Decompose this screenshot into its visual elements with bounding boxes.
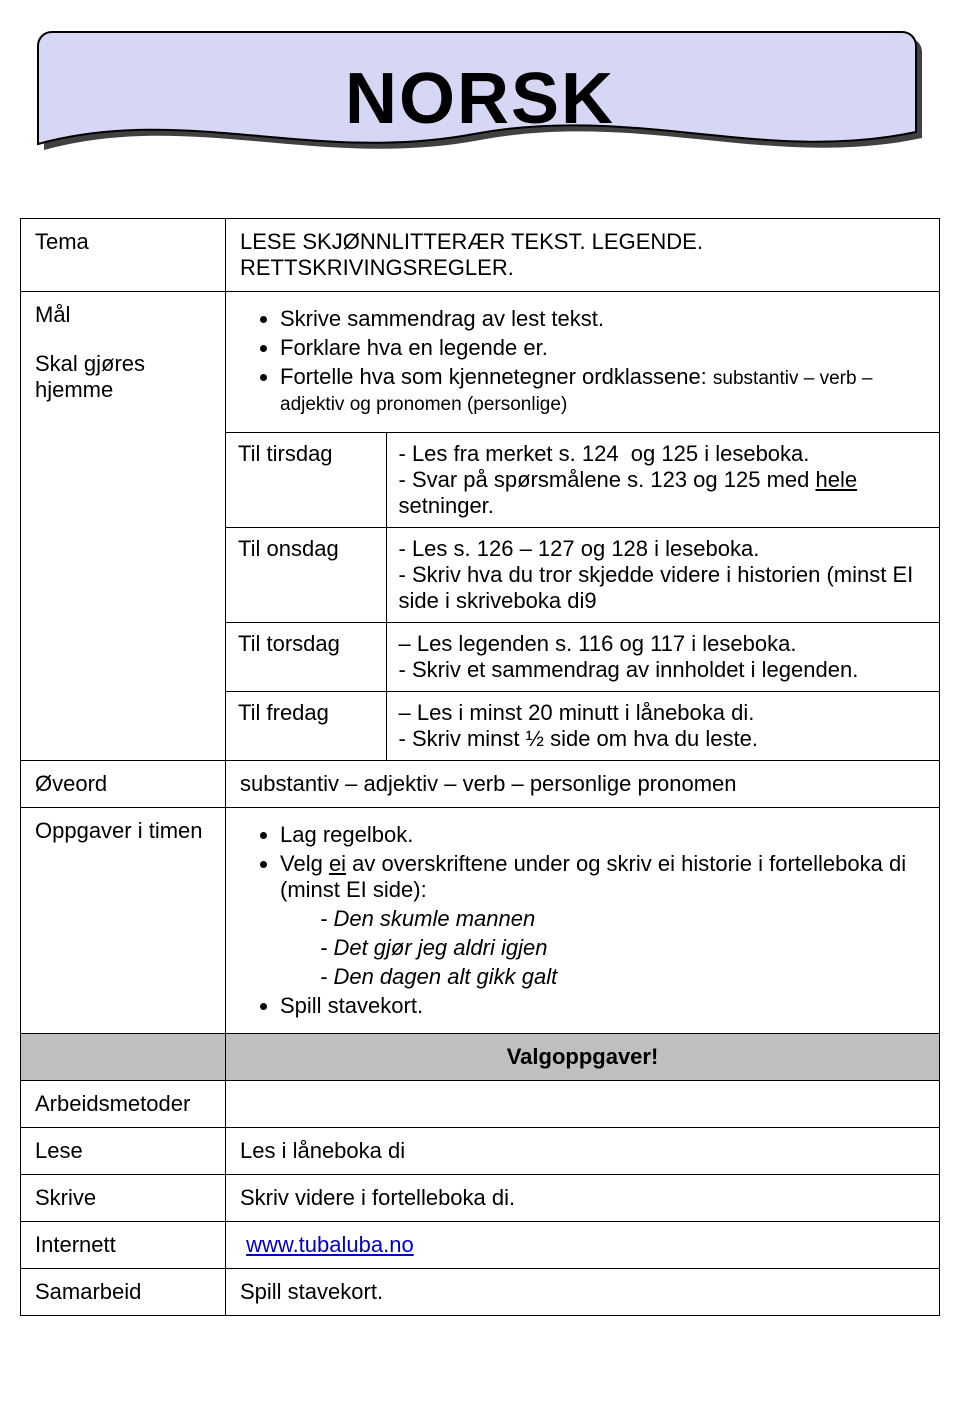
label-samarbeid: Samarbeid (21, 1269, 226, 1316)
opp-b2-u: ei (329, 851, 346, 876)
opp-b2-post: av overskriftene under og skriv ei histo… (280, 851, 906, 902)
row-tema: Tema LESE SKJØNNLITTERÆR TEKST. LEGENDE.… (21, 219, 940, 292)
tema-text: LESE SKJØNNLITTERÆR TEKST. LEGENDE. RETT… (226, 219, 940, 292)
oppgaver-bullet-1: Lag regelbok. (280, 822, 925, 848)
valg-empty-label (21, 1034, 226, 1081)
label-internett: Internett (21, 1222, 226, 1269)
mal-bullet-3: Fortelle hva som kjennetegner ordklassen… (280, 364, 925, 416)
samarbeid-text: Spill stavekort. (226, 1269, 940, 1316)
hw-day-fredag: Til fredag (226, 692, 386, 761)
oppgaver-sub-list: Den skumle mannen Det gjør jeg aldri igj… (280, 906, 925, 990)
mal-bullets: Skrive sammendrag av lest tekst. Forklar… (240, 306, 925, 416)
hw-text-torsdag: – Les legenden s. 116 og 117 i leseboka.… (386, 623, 939, 692)
hw-row-tirsdag: Til tirsdag - Les fra merket s. 124 og 1… (226, 433, 939, 528)
page-title: NORSK (20, 58, 940, 140)
row-internett: Internett www.tubaluba.no (21, 1222, 940, 1269)
mal-bullet-3-text: Fortelle hva som kjennetegner ordklassen… (280, 364, 872, 415)
hw-row-torsdag: Til torsdag – Les legenden s. 116 og 117… (226, 623, 939, 692)
hw-text-tirsdag: - Les fra merket s. 124 og 125 i lesebok… (386, 433, 939, 528)
row-arbeid: Arbeidsmetoder (21, 1081, 940, 1128)
label-oppgaver: Oppgaver i timen (21, 808, 226, 1034)
label-lese: Lese (21, 1128, 226, 1175)
row-valg: Valgoppgaver! (21, 1034, 940, 1081)
row-skrive: Skrive Skriv videre i fortelleboka di. (21, 1175, 940, 1222)
oppgaver-bullet-2: Velg ei av overskriftene under og skriv … (280, 851, 925, 990)
label-skrive: Skrive (21, 1175, 226, 1222)
label-skal: Skal gjøres hjemme (21, 341, 226, 761)
label-arbeid: Arbeidsmetoder (21, 1081, 226, 1128)
opp-sub-3: Den dagen alt gikk galt (320, 964, 925, 990)
opp-b2-pre: Velg (280, 851, 329, 876)
homework-table: Til tirsdag - Les fra merket s. 124 og 1… (226, 432, 939, 760)
row-oveord: Øveord substantiv – adjektiv – verb – pe… (21, 761, 940, 808)
oppgaver-content: Lag regelbok. Velg ei av overskriftene u… (226, 808, 940, 1034)
lese-text: Les i låneboka di (226, 1128, 940, 1175)
hw-text-onsdag: - Les s. 126 – 127 og 128 i leseboka. - … (386, 528, 939, 623)
row-samarbeid: Samarbeid Spill stavekort. (21, 1269, 940, 1316)
skrive-text: Skriv videre i fortelleboka di. (226, 1175, 940, 1222)
row-oppgaver: Oppgaver i timen Lag regelbok. Velg ei a… (21, 808, 940, 1034)
hw-day-torsdag: Til torsdag (226, 623, 386, 692)
mal-content-cell: Skrive sammendrag av lest tekst. Forklar… (226, 292, 940, 761)
internett-link[interactable]: www.tubaluba.no (246, 1232, 414, 1257)
oveord-text: substantiv – adjektiv – verb – personlig… (226, 761, 940, 808)
main-table: Tema LESE SKJØNNLITTERÆR TEKST. LEGENDE.… (20, 218, 940, 1316)
hw-text-fredag: – Les i minst 20 minutt i låneboka di. -… (386, 692, 939, 761)
opp-sub-1: Den skumle mannen (320, 906, 925, 932)
oppgaver-bullet-3: Spill stavekort. (280, 993, 925, 1019)
title-banner: NORSK (20, 20, 940, 200)
mal-bullet-1: Skrive sammendrag av lest tekst. (280, 306, 925, 332)
mal-bullet-2: Forklare hva en legende er. (280, 335, 925, 361)
row-mal: Mål Skrive sammendrag av lest tekst. For… (21, 292, 940, 341)
label-tema: Tema (21, 219, 226, 292)
hw-row-onsdag: Til onsdag - Les s. 126 – 127 og 128 i l… (226, 528, 939, 623)
opp-sub-2: Det gjør jeg aldri igjen (320, 935, 925, 961)
internett-cell: www.tubaluba.no (226, 1222, 940, 1269)
row-lese: Lese Les i låneboka di (21, 1128, 940, 1175)
label-mal: Mål (21, 292, 226, 341)
hw-row-fredag: Til fredag – Les i minst 20 minutt i lån… (226, 692, 939, 761)
arbeid-empty (226, 1081, 940, 1128)
label-oveord: Øveord (21, 761, 226, 808)
hw-day-tirsdag: Til tirsdag (226, 433, 386, 528)
valg-heading: Valgoppgaver! (226, 1034, 940, 1081)
hw-day-onsdag: Til onsdag (226, 528, 386, 623)
